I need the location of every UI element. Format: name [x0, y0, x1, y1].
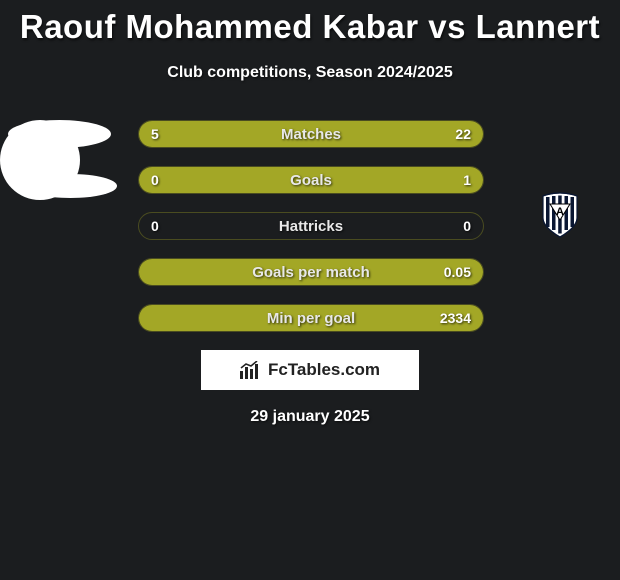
brand-text: FcTables.com	[268, 360, 380, 380]
left-player-badge-1	[8, 120, 111, 148]
stat-value-right: 0	[463, 213, 471, 239]
club-crest-icon: A	[540, 192, 580, 238]
stat-bar: Matches5 22	[138, 120, 484, 148]
brand-attribution: FcTables.com	[201, 350, 419, 390]
stat-bar: Hattricks0 0	[138, 212, 484, 240]
stat-value-left: 0	[151, 167, 159, 193]
stat-bar: Goals per match0.05	[138, 258, 484, 286]
stat-value-right: 2334	[440, 305, 471, 331]
stat-value-left: 5	[151, 121, 159, 147]
stat-value-right: 1	[463, 167, 471, 193]
stat-label: Matches	[139, 121, 483, 147]
snapshot-date: 29 january 2025	[0, 408, 620, 426]
brand-chart-icon	[240, 361, 262, 379]
stat-label: Min per goal	[139, 305, 483, 331]
stat-value-right: 0.05	[444, 259, 471, 285]
stat-label: Hattricks	[139, 213, 483, 239]
page-title: Raouf Mohammed Kabar vs Lannert	[0, 0, 620, 46]
stat-value-right: 22	[455, 121, 471, 147]
stat-bar: Goals0 1	[138, 166, 484, 194]
comparison-content: A Matches522Goals01Hattricks00Goals per …	[0, 120, 620, 200]
svg-text:A: A	[556, 206, 564, 218]
stat-value-left: 0	[151, 213, 159, 239]
page-subtitle: Club competitions, Season 2024/2025	[0, 64, 620, 82]
left-player-badge-2	[24, 174, 117, 198]
stat-label: Goals per match	[139, 259, 483, 285]
comparison-bars: Matches522Goals01Hattricks00Goals per ma…	[138, 120, 484, 350]
stat-label: Goals	[139, 167, 483, 193]
stat-bar: Min per goal2334	[138, 304, 484, 332]
